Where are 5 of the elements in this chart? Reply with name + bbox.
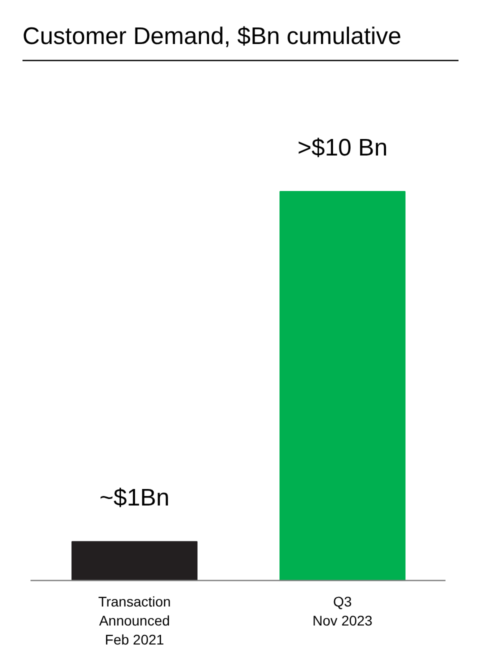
x-tick-label: Transaction Announced Feb 2021 — [98, 594, 171, 648]
chart-title: Customer Demand, $Bn cumulative — [22, 23, 402, 50]
data-label: ~$1Bn — [99, 484, 170, 512]
x-tick-label: Q3 Nov 2023 — [312, 594, 373, 628]
data-label: >$10 Bn — [297, 134, 388, 162]
